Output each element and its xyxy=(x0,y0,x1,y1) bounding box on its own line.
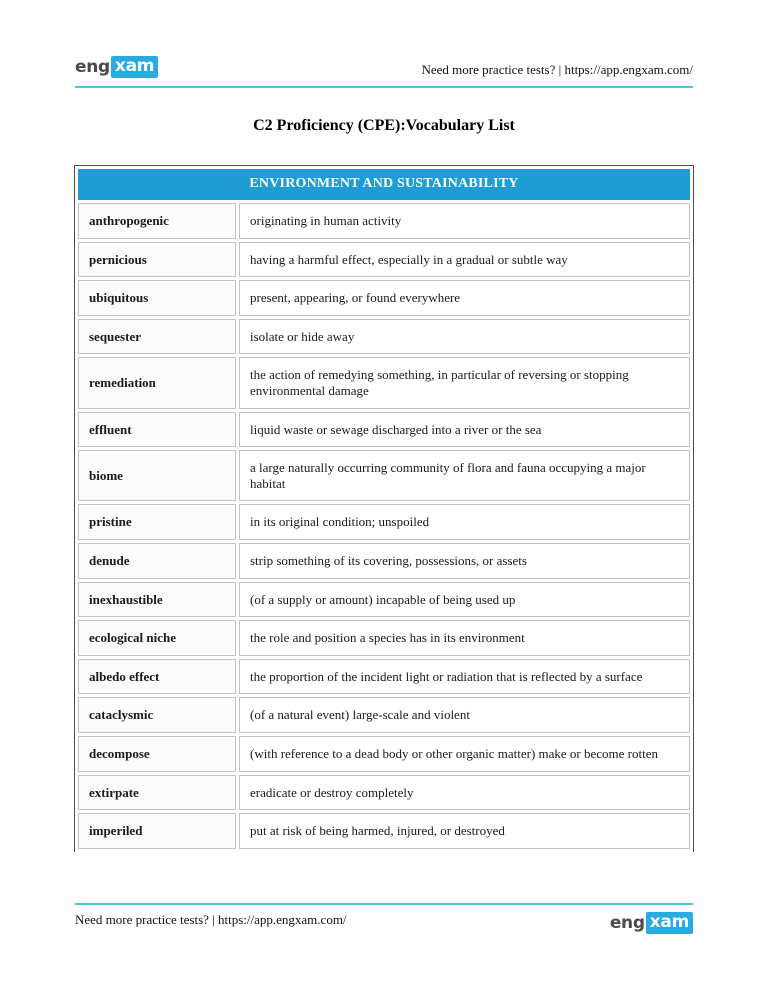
page-header: eng xam Need more practice tests? | http… xyxy=(75,56,693,88)
table-row: decompose (with reference to a dead body… xyxy=(78,735,690,772)
table-row: sequester isolate or hide away xyxy=(78,318,690,355)
word-cell: inexhaustible xyxy=(78,581,236,618)
logo-text-xam: xam xyxy=(110,56,159,78)
definition-cell: having a harmful effect, especially in a… xyxy=(239,241,690,278)
word-cell: effluent xyxy=(78,411,236,448)
definition-cell: the role and position a species has in i… xyxy=(239,620,690,656)
definition-cell: eradicate or destroy completely xyxy=(239,774,690,811)
definition-cell: (with reference to a dead body or other … xyxy=(239,735,690,772)
definition-cell: the action of remedying something, in pa… xyxy=(239,357,690,409)
table-row: imperiled put at risk of being harmed, i… xyxy=(78,813,690,849)
word-cell: ubiquitous xyxy=(78,280,236,316)
table-row: effluent liquid waste or sewage discharg… xyxy=(78,411,690,448)
definition-cell: liquid waste or sewage discharged into a… xyxy=(239,411,690,448)
vocabulary-table: ENVIRONMENT AND SUSTAINABILITY anthropog… xyxy=(74,165,694,852)
table-row: remediation the action of remedying some… xyxy=(78,357,690,409)
word-cell: remediation xyxy=(78,357,236,409)
engxam-logo: eng xam xyxy=(75,56,159,78)
definition-cell: (of a supply or amount) incapable of bei… xyxy=(239,581,690,618)
definition-cell: present, appearing, or found everywhere xyxy=(239,280,690,316)
table-row: pristine in its original condition; unsp… xyxy=(78,504,690,540)
table-row: ubiquitous present, appearing, or found … xyxy=(78,280,690,316)
logo-text-eng: eng xyxy=(609,912,645,933)
definition-cell: a large naturally occurring community of… xyxy=(239,450,690,502)
table-row: cataclysmic (of a natural event) large-s… xyxy=(78,697,690,733)
definition-cell: in its original condition; unspoiled xyxy=(239,504,690,540)
table-row: biome a large naturally occurring commun… xyxy=(78,450,690,502)
word-cell: imperiled xyxy=(78,813,236,849)
engxam-logo-footer: eng xam xyxy=(610,912,693,934)
page-footer: Need more practice tests? | https://app.… xyxy=(75,903,693,934)
section-header: ENVIRONMENT AND SUSTAINABILITY xyxy=(78,169,690,200)
definition-cell: the proportion of the incident light or … xyxy=(239,658,690,695)
table-row: extirpate eradicate or destroy completel… xyxy=(78,774,690,811)
table-row: anthropogenic originating in human activ… xyxy=(78,203,690,239)
table-row: albedo effect the proportion of the inci… xyxy=(78,658,690,695)
word-cell: biome xyxy=(78,450,236,502)
word-cell: cataclysmic xyxy=(78,697,236,733)
word-cell: denude xyxy=(78,542,236,579)
word-cell: sequester xyxy=(78,318,236,355)
definition-cell: put at risk of being harmed, injured, or… xyxy=(239,813,690,849)
section-header-row: ENVIRONMENT AND SUSTAINABILITY xyxy=(78,169,690,200)
word-cell: ecological niche xyxy=(78,620,236,656)
definition-cell: originating in human activity xyxy=(239,203,690,239)
definition-cell: isolate or hide away xyxy=(239,318,690,355)
word-cell: anthropogenic xyxy=(78,203,236,239)
word-cell: decompose xyxy=(78,735,236,772)
word-cell: pernicious xyxy=(78,241,236,278)
definition-cell: strip something of its covering, possess… xyxy=(239,542,690,579)
logo-text-xam: xam xyxy=(645,912,693,934)
word-cell: extirpate xyxy=(78,774,236,811)
definition-cell: (of a natural event) large-scale and vio… xyxy=(239,697,690,733)
header-practice-link[interactable]: Need more practice tests? | https://app.… xyxy=(421,62,693,77)
table-row: inexhaustible (of a supply or amount) in… xyxy=(78,581,690,618)
word-cell: albedo effect xyxy=(78,658,236,695)
table-row: pernicious having a harmful effect, espe… xyxy=(78,241,690,278)
footer-practice-link[interactable]: Need more practice tests? | https://app.… xyxy=(75,912,347,927)
logo-text-eng: eng xyxy=(75,56,110,77)
table-row: denude strip something of its covering, … xyxy=(78,542,690,579)
page-title: C2 Proficiency (CPE):Vocabulary List xyxy=(253,117,515,134)
word-cell: pristine xyxy=(78,504,236,540)
table-row: ecological niche the role and position a… xyxy=(78,620,690,656)
